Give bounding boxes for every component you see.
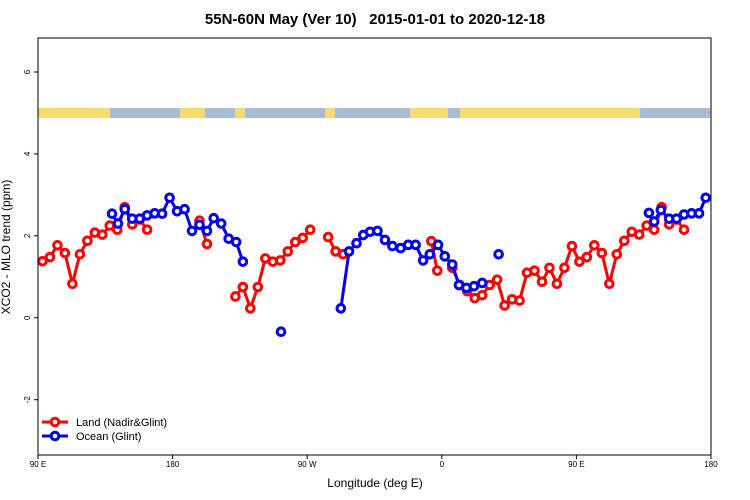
y-tick-label: 2 [23,233,32,238]
data-point [379,234,391,246]
data-point [230,291,241,302]
data-point [156,208,168,220]
data-point [693,208,705,219]
data-point [186,225,198,237]
data-point [499,300,510,311]
legend-label: Land (Nadir&Glint) [76,417,167,429]
x-axis-label: Longitude (deg E) [327,476,422,490]
map-strip [38,108,711,118]
data-point [446,259,458,270]
data-point [432,239,444,251]
data-point [119,203,131,215]
data-point [581,251,593,263]
data-point [424,248,436,260]
data-point [245,303,256,314]
data-point [112,218,124,229]
data-point [536,276,548,288]
data-point [208,212,220,224]
y-tick-label: -2 [23,396,32,404]
data-point [82,235,93,247]
data-point [194,219,205,231]
data-point [529,265,540,276]
data-point [289,236,301,248]
data-point [410,239,421,251]
data-point [544,262,555,274]
data-point [275,326,287,338]
data-point [304,224,316,236]
data-point [230,236,242,248]
x-tick-label: 90 E [30,460,46,469]
data-point [476,277,488,289]
data-point [514,295,525,306]
x-tick-label: 180 [166,460,180,469]
data-point [574,256,585,267]
data-point [387,240,398,252]
data-point [282,246,294,257]
data-point [343,246,355,257]
data-point [274,255,286,266]
data-point [322,231,334,243]
data-point [655,204,667,216]
data-point [551,278,563,290]
chart-title: 55N-60N May (Ver 10) 2015-01-01 to 2020-… [205,11,545,28]
x-tick-label: 90 W [298,460,317,469]
data-point [633,229,645,240]
x-tick-label: 90 E [568,460,584,469]
data-point [596,247,608,259]
data-point [589,239,600,251]
y-tick-label: 0 [23,315,32,320]
data-point [700,192,712,204]
data-point [52,239,63,251]
data-point [559,262,570,274]
data-point [671,213,682,224]
x-tick-label: 0 [440,460,445,469]
data-point [252,281,264,293]
data-point [179,203,190,215]
data-point [74,248,86,260]
data-point [141,224,153,236]
data-point [164,192,175,204]
data-point [335,303,347,314]
data-point [201,238,213,250]
y-axis-label: XCO2 - MLO trend (ppm) [0,180,13,315]
data-point [215,218,227,229]
data-point [237,256,249,267]
data-point [468,280,480,292]
x-tick-label: 180 [704,460,718,469]
data-point [351,237,362,249]
data-point [491,274,503,285]
data-point [37,255,48,267]
data-point [201,225,213,237]
legend-label: Ocean (Glint) [76,431,141,443]
data-point [439,251,451,262]
data-point [417,255,429,266]
data-point [641,220,652,231]
data-point [67,278,78,290]
data-point [59,247,71,259]
data-point [106,208,118,220]
data-point [372,225,383,237]
data-point [648,224,660,236]
plot-area [37,192,712,338]
data-point [476,289,488,301]
data-point [493,248,504,260]
legend-marker [49,416,61,428]
data-point [611,248,623,260]
data-point [44,251,56,263]
data-point [648,216,660,227]
data-point [604,278,615,290]
data-point [618,235,630,247]
data-point [237,281,249,293]
data-point [566,240,578,252]
plot-frame [37,37,712,456]
legend-marker [49,430,61,442]
y-tick-label: 6 [23,69,32,74]
data-point [643,207,655,219]
y-tick-label: 4 [23,151,32,156]
data-point [432,265,443,276]
data-point [678,224,690,236]
data-point [97,229,108,240]
data-point [297,232,309,244]
